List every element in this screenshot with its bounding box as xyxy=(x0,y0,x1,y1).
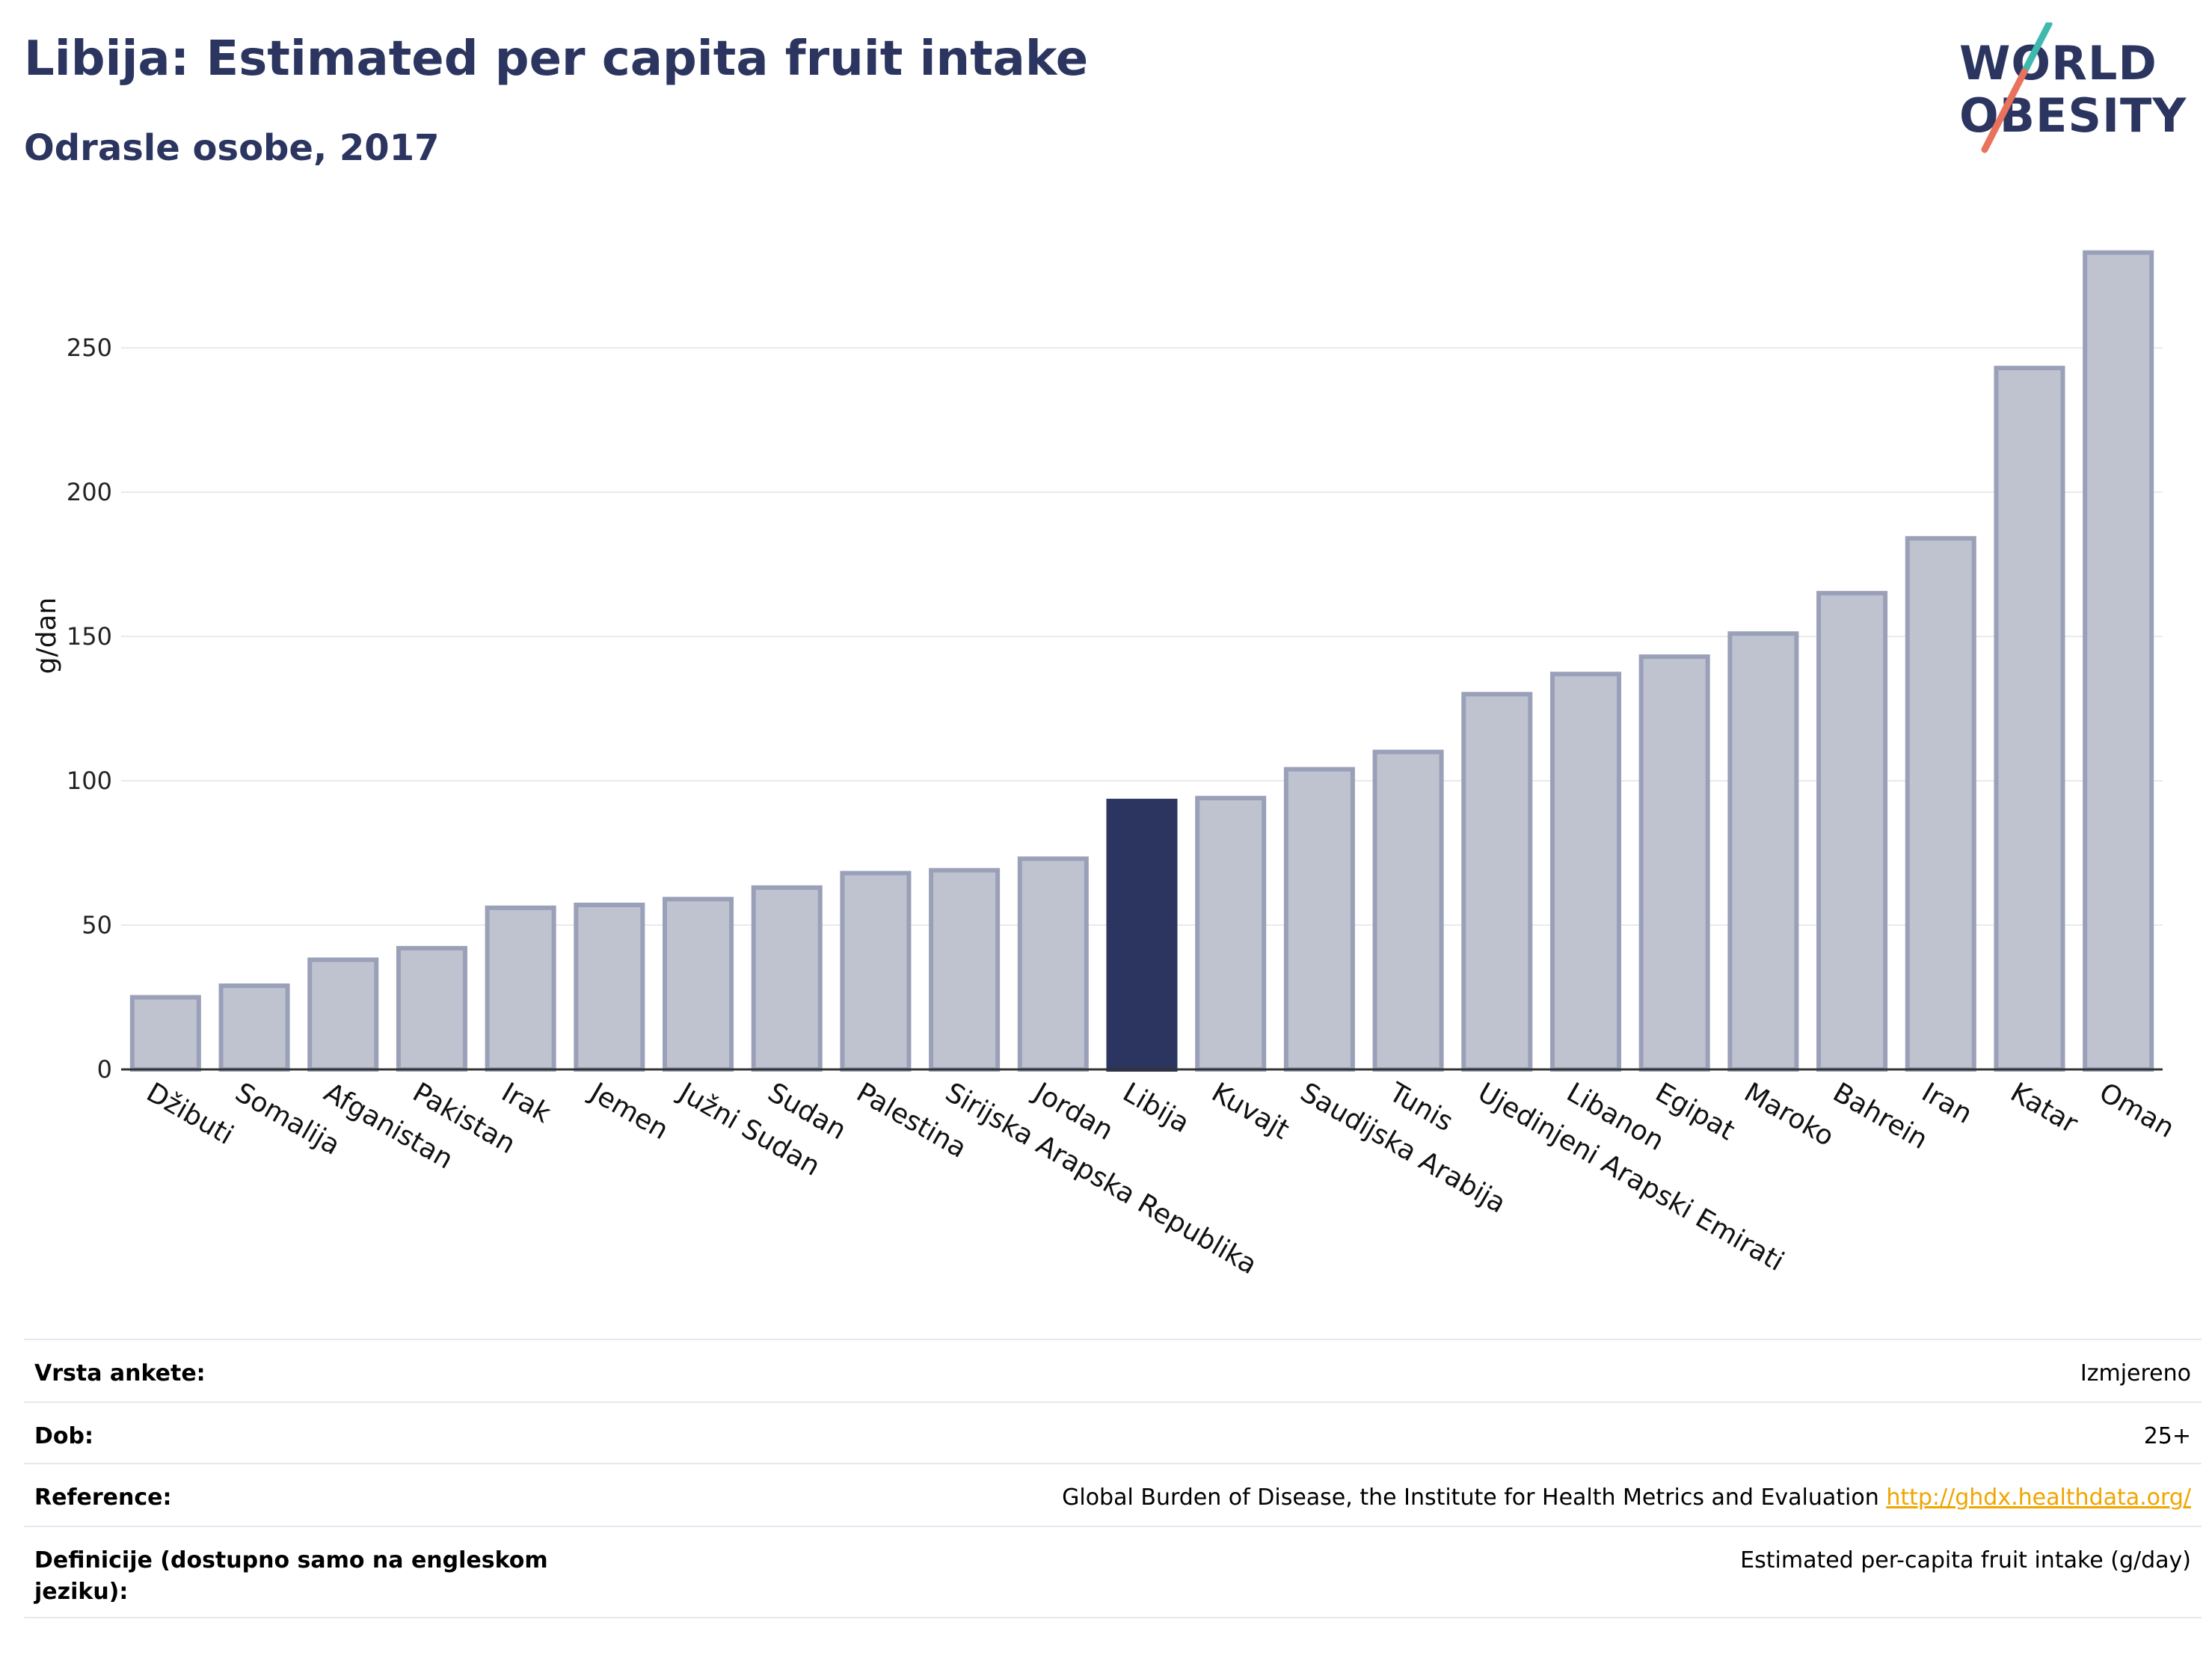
x-tick-label: Irak xyxy=(497,1077,556,1129)
bar xyxy=(1461,692,1533,1072)
x-tick-label: Kuvajt xyxy=(1206,1077,1294,1146)
bar xyxy=(1727,631,1799,1072)
bar xyxy=(1638,654,1710,1072)
bar xyxy=(218,983,290,1072)
bar xyxy=(307,957,379,1072)
bar xyxy=(396,945,467,1072)
bar xyxy=(1372,749,1444,1072)
x-tick-label: Jemen xyxy=(584,1076,674,1146)
reference-value: Global Burden of Disease, the Institute … xyxy=(1062,1482,2191,1514)
bar xyxy=(1549,672,1621,1072)
bar xyxy=(485,905,556,1072)
bar xyxy=(663,897,734,1072)
bar xyxy=(1994,366,2065,1072)
survey-type-value: Izmjereno xyxy=(2080,1360,2191,1387)
reference-label: Reference: xyxy=(34,1484,172,1511)
x-tick-label: Katar xyxy=(2005,1077,2083,1140)
info-row-reference: Reference: Global Burden of Disease, the… xyxy=(24,1463,2202,1526)
x-tick-label: Maroko xyxy=(1739,1077,1839,1152)
age-label: Dob: xyxy=(34,1423,93,1449)
y-tick-label: 100 xyxy=(67,767,112,795)
bar xyxy=(1195,796,1267,1072)
y-tick-label: 250 xyxy=(67,334,112,362)
logo-slash-icon xyxy=(1981,22,2053,153)
age-value: 25+ xyxy=(2143,1423,2191,1449)
bar xyxy=(1106,799,1178,1072)
bar xyxy=(1816,591,1888,1072)
y-tick-label: 0 xyxy=(97,1055,112,1084)
bar xyxy=(751,885,823,1072)
y-tick-label: 50 xyxy=(82,911,112,939)
info-row-age: Dob: 25+ xyxy=(24,1401,2202,1463)
x-tick-label: Bahrein xyxy=(1828,1077,1932,1155)
bar xyxy=(574,903,645,1072)
definition-value: Estimated per-capita fruit intake (g/day… xyxy=(1740,1547,2191,1573)
world-obesity-logo[interactable]: WORLD OBESITY xyxy=(1959,22,2199,157)
info-table: Vrsta ankete: Izmjereno Dob: 25+ Referen… xyxy=(24,1339,2202,1618)
reference-text: Global Burden of Disease, the Institute … xyxy=(1062,1484,1879,1511)
bar xyxy=(1905,535,1976,1072)
reference-link[interactable]: http://ghdx.healthdata.org/ xyxy=(1886,1484,2191,1511)
bar xyxy=(129,995,201,1072)
y-tick-label: 150 xyxy=(67,622,112,651)
survey-type-label: Vrsta ankete: xyxy=(34,1360,206,1387)
definition-label: Definicije (dostupno samo na engleskom j… xyxy=(34,1547,548,1605)
bar xyxy=(1017,856,1089,1072)
logo-word-world: WORLD xyxy=(1959,36,2157,90)
x-tick-label: Libija xyxy=(1118,1077,1195,1139)
bar xyxy=(840,871,912,1072)
y-tick-label: 200 xyxy=(67,478,112,506)
x-tick-label: Ujedinjeni Arapski Emirati xyxy=(1472,1077,1789,1277)
x-tick-label: Džibuti xyxy=(141,1077,239,1151)
bar xyxy=(929,868,1001,1072)
bar xyxy=(1283,767,1355,1072)
x-tick-label: Iran xyxy=(1917,1077,1977,1130)
chart-title: Libija: Estimated per capita fruit intak… xyxy=(24,31,1089,87)
y-axis-title: g/dan xyxy=(31,598,62,675)
chart-subtitle: Odrasle osobe, 2017 xyxy=(24,127,440,169)
bar xyxy=(2083,250,2154,1072)
x-tick-label: Oman xyxy=(2094,1077,2179,1144)
info-row-survey-type: Vrsta ankete: Izmjereno xyxy=(24,1339,2202,1401)
info-row-definition: Definicije (dostupno samo na engleskom j… xyxy=(24,1526,2202,1618)
bar-chart: 050100150200250DžibutiSomalijaAfganistan… xyxy=(31,250,2179,1280)
